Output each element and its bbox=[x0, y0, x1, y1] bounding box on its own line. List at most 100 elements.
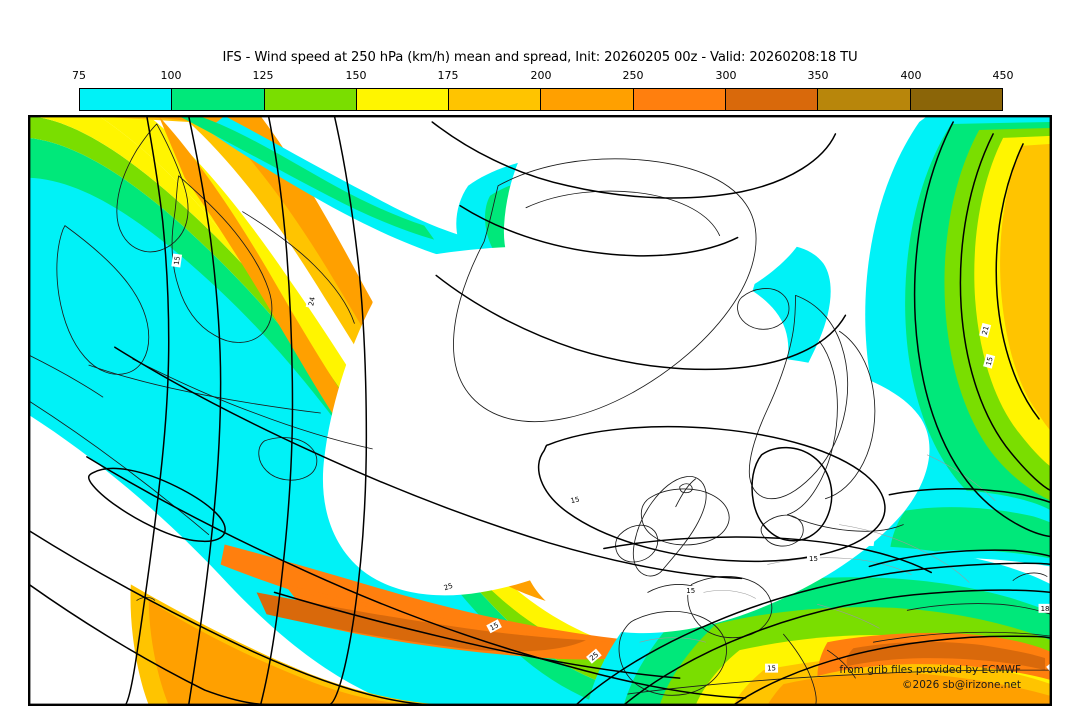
contour-label: 15 bbox=[983, 353, 996, 369]
colorbar-segment-300-350 bbox=[726, 89, 819, 110]
map-frame bbox=[29, 116, 1051, 705]
spread-contour-medit-1 bbox=[575, 562, 1051, 705]
spread-contour-medit-3 bbox=[732, 635, 1051, 705]
colorbar-segment-125-150 bbox=[264, 89, 357, 110]
fill-band-100-125-atlantic bbox=[29, 137, 728, 705]
border-eastern-europe bbox=[839, 524, 970, 583]
colorbar-segment-250-300 bbox=[633, 89, 727, 110]
fill-band-175-200-russia bbox=[1000, 143, 1051, 431]
coast-finland bbox=[825, 330, 876, 500]
coast-norway bbox=[748, 294, 849, 500]
colorbar-segment-175-200 bbox=[449, 89, 542, 110]
contour-label-text: 21 bbox=[981, 325, 991, 336]
coast-iceland bbox=[640, 488, 730, 546]
coast-labrador bbox=[171, 175, 273, 343]
coast-greece bbox=[827, 649, 856, 679]
contour-label: 18 bbox=[1038, 603, 1051, 613]
spread-contour-france-15 bbox=[603, 536, 932, 574]
border-iberia-int bbox=[639, 637, 706, 643]
spread-contour-layer bbox=[29, 116, 1051, 705]
contour-label-text: 15 bbox=[985, 356, 995, 367]
spread-contour-russia-1 bbox=[913, 121, 1051, 538]
spread-contour-atlantic-long2 bbox=[86, 456, 747, 699]
spread-contour-russia-2 bbox=[959, 133, 1051, 492]
contour-label: 15 bbox=[806, 554, 820, 563]
contour-label: 21 bbox=[979, 322, 992, 338]
colorbar-segment-350-400 bbox=[818, 89, 911, 110]
coast-qc bbox=[88, 364, 321, 414]
fill-band-300-350-medit-core bbox=[846, 641, 1046, 671]
colorbar bbox=[79, 88, 1003, 111]
coast-ireland bbox=[615, 524, 659, 563]
coast-blacksea bbox=[906, 603, 1051, 615]
spread-contour-greenland-inner bbox=[459, 204, 739, 257]
contour-label-bg bbox=[586, 648, 602, 664]
contour-label: 24 bbox=[305, 294, 318, 309]
colorbar-tick-175: 175 bbox=[437, 69, 459, 82]
contour-label: 15 bbox=[684, 585, 698, 595]
spread-contour-russia-3 bbox=[995, 143, 1040, 420]
contour-label-text: 15 bbox=[767, 665, 776, 673]
contour-label-bg bbox=[305, 294, 318, 309]
coast-denmark bbox=[760, 514, 804, 547]
contour-label-text: 15 bbox=[173, 256, 182, 266]
spread-contour-atlantic-long bbox=[114, 346, 743, 580]
coastline-layer bbox=[29, 123, 1051, 705]
spread-contour-east-2 bbox=[888, 487, 1051, 504]
spread-contour-bl-1 bbox=[29, 529, 441, 705]
spread-contour-greenland-arc bbox=[431, 121, 837, 199]
fill-band-200-250-iberia bbox=[148, 600, 429, 705]
coast-caspian bbox=[1012, 572, 1048, 581]
contour-label-text: 24 bbox=[307, 296, 317, 307]
colorbar-segment-150-175 bbox=[356, 89, 450, 110]
coast-newfoundland bbox=[258, 437, 318, 481]
contour-label-bg bbox=[765, 663, 779, 673]
contour-label-text: 15 bbox=[809, 555, 818, 563]
contour-label-bg bbox=[567, 493, 583, 506]
colorbar-tick-300: 300 bbox=[715, 69, 737, 82]
contour-label-bg bbox=[806, 554, 820, 563]
contour-label-bg bbox=[486, 619, 502, 634]
coast-italy bbox=[783, 633, 817, 705]
contour-label-bg bbox=[171, 253, 183, 268]
colorbar-segment-75-100 bbox=[80, 89, 173, 110]
spread-contour-europe-loop bbox=[537, 425, 886, 563]
contour-label-bg bbox=[979, 322, 992, 338]
colorbar-tick-400: 400 bbox=[900, 69, 922, 82]
border-france-int bbox=[703, 590, 756, 599]
contour-label-text: 15 bbox=[489, 621, 501, 632]
spread-contour-3 bbox=[259, 116, 294, 705]
fill-band-300-350-core bbox=[256, 592, 586, 652]
coast-greenland-inner bbox=[525, 190, 721, 237]
coast-ne-canada bbox=[242, 211, 355, 324]
coast-scotland bbox=[675, 478, 697, 508]
colorbar-tick-75: 75 bbox=[72, 69, 86, 82]
spread-contour-scandinavia bbox=[751, 446, 833, 542]
colorbar-tick-150: 150 bbox=[345, 69, 367, 82]
spread-contour-4 bbox=[327, 116, 368, 705]
colorbar-tick-100: 100 bbox=[160, 69, 182, 82]
contour-label: 25 bbox=[586, 648, 602, 664]
contour-label-text: 18 bbox=[1041, 605, 1050, 613]
coast-faroe bbox=[679, 483, 693, 494]
contour-label-bg bbox=[684, 585, 698, 595]
coast-hudson bbox=[56, 225, 150, 375]
contour-label-text: 15 bbox=[570, 495, 580, 505]
coast-greenland bbox=[453, 158, 757, 423]
coast-turkey bbox=[872, 631, 1051, 643]
contour-label-bg bbox=[440, 579, 456, 593]
colorbar-segment-100-125 bbox=[172, 89, 265, 110]
colorbar-segment-400-450 bbox=[910, 89, 1002, 110]
coast-biscay bbox=[647, 584, 695, 593]
colorbar-tick-450: 450 bbox=[992, 69, 1014, 82]
coast-us-ne bbox=[29, 354, 104, 398]
coast-iberia bbox=[618, 610, 727, 696]
map-panel[interactable]: 152415251525251515181525211515 from grib… bbox=[28, 115, 1052, 706]
border-balkans bbox=[817, 604, 880, 629]
map-canvas[interactable]: 152415251525251515181525211515 bbox=[29, 116, 1051, 705]
colorbar-segment-200-250 bbox=[541, 89, 634, 110]
contour-label-bg bbox=[983, 353, 996, 369]
contour-label-text: 25 bbox=[588, 651, 600, 663]
coast-us-east bbox=[29, 400, 210, 536]
